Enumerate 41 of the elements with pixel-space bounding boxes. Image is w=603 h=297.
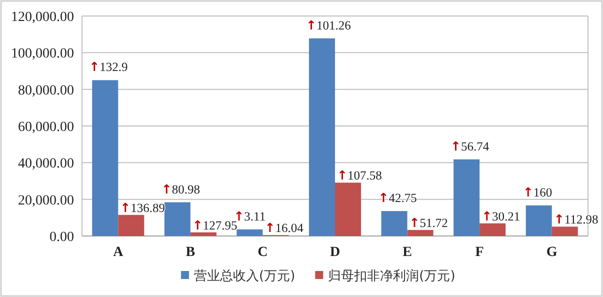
- y-tick-label: 40,000.00: [18, 156, 74, 172]
- annotation: ↑51.72: [409, 214, 448, 230]
- annotation: ↑136.89: [120, 200, 165, 215]
- annotation: ↑107.58: [337, 168, 382, 183]
- x-tick-label: F: [475, 245, 484, 260]
- bar: [118, 214, 144, 236]
- y-tick-label: 100,000.00: [11, 46, 74, 62]
- x-tick-label: A: [113, 245, 124, 260]
- annotation: ↑16.04: [264, 220, 304, 236]
- x-tick-label: E: [402, 245, 412, 260]
- annotation: ↑56.74: [450, 138, 490, 154]
- y-tick-label: 60,000.00: [18, 120, 74, 135]
- bar: [381, 211, 408, 236]
- x-tick-label: G: [546, 245, 558, 260]
- bar: [552, 226, 578, 236]
- annotation: ↑80.98: [161, 181, 200, 196]
- annotation: ↑112.98: [554, 212, 598, 227]
- annotation: ↑101.26: [306, 17, 351, 32]
- y-tick-label: 80,000.00: [18, 83, 74, 98]
- annotation: ↑132.9: [89, 59, 128, 74]
- bar: [526, 205, 552, 236]
- y-tick-label: 20,000.00: [18, 193, 74, 208]
- y-tick-label: 120,000.00: [11, 10, 74, 25]
- bar: [164, 202, 190, 236]
- x-tick-label: D: [330, 245, 340, 260]
- annotation: ↑160: [522, 184, 552, 200]
- bar: [236, 229, 263, 236]
- bar: [454, 159, 480, 236]
- y-tick-label: 0.00: [50, 230, 74, 245]
- bar: [92, 80, 118, 236]
- x-tick-label: B: [186, 245, 196, 260]
- legend-label: 归母扣非净利润(万元): [328, 269, 456, 284]
- bar: [480, 223, 506, 236]
- x-tick-label: C: [258, 245, 268, 260]
- annotation: ↑30.21: [482, 208, 520, 224]
- annotation: ↑42.75: [378, 190, 417, 206]
- legend-label: 营业总收入(万元): [194, 269, 296, 284]
- bar: [190, 232, 216, 236]
- bar: [308, 38, 335, 236]
- bar: [335, 182, 362, 236]
- bar: [407, 230, 434, 236]
